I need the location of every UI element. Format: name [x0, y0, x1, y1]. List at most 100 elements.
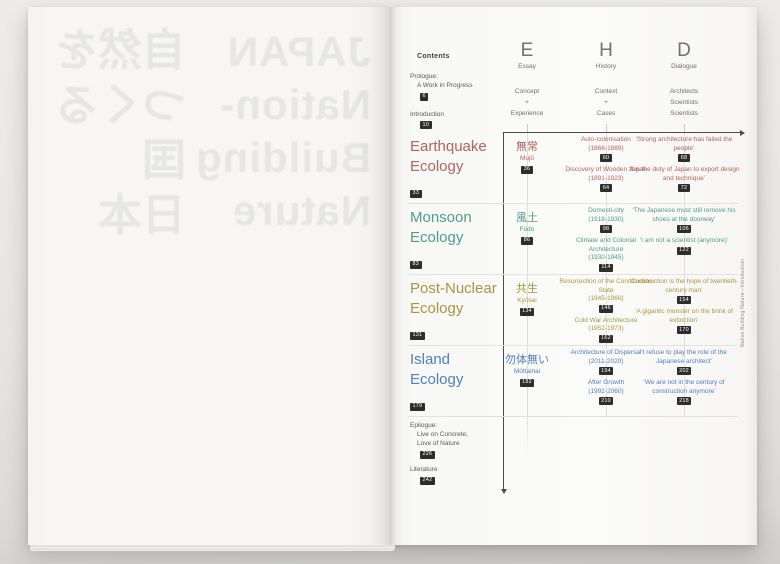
- page-badge: 64: [600, 184, 612, 192]
- ghost-line: 国: [142, 136, 186, 185]
- entry-text: ‘A gigantic monster on the brink of exti…: [635, 308, 733, 324]
- grid-column-line-fade: [527, 416, 528, 456]
- row-separator: [408, 345, 738, 346]
- column-letter: D: [677, 40, 691, 61]
- dialogue-entry: ‘A gigantic monster on the brink of exti…: [627, 308, 741, 334]
- page-badge: 202: [676, 367, 692, 375]
- title-line: Ecology: [410, 157, 464, 175]
- subtitle-line: Architects: [669, 88, 699, 95]
- history-entry: Domesti-city (1918-1930) 98: [558, 207, 654, 233]
- essay-cell: 共生 Kyōsei 134: [497, 282, 557, 316]
- page-badge: 86: [521, 236, 533, 245]
- running-header-vertical: Nation Building Nature—Introduction: [740, 258, 746, 347]
- column-name: History: [595, 63, 617, 70]
- entry-text: Resurrection of the Construction State: [559, 278, 653, 294]
- page-badge: 210: [598, 397, 614, 405]
- front-matter: Prologue: A Work in Progress 6 Introduct…: [410, 72, 473, 132]
- plus-sign: +: [604, 99, 608, 106]
- ghost-line: Nation-: [219, 81, 371, 128]
- history-cell: Auto-colonisation (1868-1889) 60 Discove…: [558, 136, 654, 196]
- arrow-right-icon: [740, 129, 745, 136]
- ghost-line: Building: [195, 134, 371, 181]
- page-badge: 36: [521, 165, 533, 174]
- title-line: Monsoon: [410, 209, 472, 226]
- title-line: Ecology: [410, 228, 464, 246]
- title-line: Earthquake: [410, 138, 487, 155]
- dialogue-entry: ‘We are not in the century of constructi…: [627, 379, 741, 405]
- dialogue-entry: ‘Strong architecture has failed the peop…: [627, 136, 741, 162]
- page-badge: 194: [598, 367, 614, 375]
- page-badge: 218: [676, 397, 692, 405]
- entry-text: Discovery of Wooden Japan: [565, 166, 647, 173]
- entry-text: ‘I refuse to play the role of the Japane…: [641, 349, 727, 365]
- page-stack-edges: [30, 544, 395, 551]
- row-separator: [408, 203, 738, 204]
- dialogue-entry: ‘Construction is the hope of twentieth-c…: [627, 278, 741, 304]
- entry-text: ‘Construction is the hope of twentieth-c…: [629, 278, 739, 294]
- essay-cell: 風土 Fūdo 86: [497, 211, 557, 245]
- entry-text: ‘We are not in the century of constructi…: [643, 379, 725, 395]
- ghost-line: 自然を: [54, 26, 186, 75]
- page-badge: 170: [676, 326, 692, 334]
- subtitle-line: Scientists: [670, 110, 698, 117]
- essay-kanji: 風土: [516, 211, 538, 224]
- essay-cell: 勿体無い Mottainai 182: [497, 353, 557, 387]
- row-post-nuclear-ecology: Post-Nuclear Ecology 131 共生 Kyōsei 134 R…: [391, 274, 757, 345]
- row-earthquake-ecology: Earthquake Ecology 33 無常 Mujō 36 Auto-co…: [391, 132, 757, 203]
- entry-text: ‘The Japanese must still remove his shoe…: [632, 207, 736, 223]
- page-badge: 106: [676, 225, 692, 233]
- entry-years: (1930-1945): [588, 254, 624, 261]
- prologue-title: A Work in Progress: [417, 82, 473, 89]
- history-entry: Cold War Architecture (1952-1973) 162: [558, 317, 654, 343]
- introduction-label: Introduction: [410, 110, 444, 118]
- ghost-line: 日本: [98, 191, 186, 240]
- page-badge: 162: [598, 334, 614, 343]
- row-monsoon-ecology: Monsoon Ecology 83 風土 Fūdo 86 Domesti-ci…: [391, 203, 757, 274]
- column-header-history: H History Context + Cases: [561, 40, 651, 119]
- page-badge: 83: [410, 260, 422, 269]
- left-page: JAPAN Nation- Building Nature 自然を つくる 国 …: [28, 7, 391, 545]
- entry-text: ‘I am not a scientist (anymore)’: [639, 237, 729, 244]
- entry-years: (1868-1889): [588, 144, 624, 152]
- entry-text: After Growth: [587, 379, 625, 386]
- entry-text: Domesti-city: [588, 207, 624, 214]
- plus-sign: +: [525, 99, 529, 106]
- column-letter: E: [520, 40, 534, 61]
- epilogue-block: Epilogue: Live on Concrete, Love of Natu…: [410, 421, 468, 462]
- page-badge: 122: [676, 246, 692, 255]
- show-through-text: JAPAN Nation- Building Nature 自然を つくる 国 …: [28, 7, 391, 545]
- contents-heading: Contents: [417, 53, 450, 60]
- history-entry: Architecture of Dispersal (2011-2020) 19…: [558, 349, 654, 375]
- column-letter: H: [599, 40, 613, 61]
- ghost-title-japanese: 自然を つくる 国 日本: [54, 23, 186, 243]
- page-badge: 182: [519, 378, 535, 387]
- row-separator: [408, 274, 738, 275]
- literature-label: Literature: [410, 466, 438, 473]
- page-badge: 6: [420, 92, 429, 101]
- chapter-title: Post-Nuclear Ecology 131: [410, 279, 497, 342]
- literature-block: Literature 242: [410, 465, 437, 488]
- dialogue-cell: ‘I refuse to play the role of the Japane…: [627, 349, 741, 409]
- dialogue-entry: ‘I refuse to play the role of the Japane…: [627, 349, 741, 375]
- entry-text: ‘It is the duty of Japan to export desig…: [628, 166, 740, 182]
- ghost-line: JAPAN: [226, 28, 371, 75]
- subtitle-line: Concept: [514, 88, 540, 95]
- subtitle-line: Context: [594, 88, 618, 95]
- history-cell: Resurrection of the Construction State (…: [558, 278, 654, 347]
- book-spread: JAPAN Nation- Building Nature 自然を つくる 国 …: [28, 7, 757, 551]
- subtitle-line: Experience: [510, 110, 544, 117]
- dialogue-cell: ‘The Japanese must still remove his shoe…: [627, 207, 741, 259]
- ghost-title-english: JAPAN Nation- Building Nature: [195, 25, 371, 237]
- page-badge: 10: [420, 121, 432, 129]
- title-line: Ecology: [410, 299, 464, 317]
- history-entry: Climate and Colonial Architecture (1930-…: [558, 237, 654, 272]
- row-island-ecology: Island Ecology 179 勿体無い Mottainai 182 Ar…: [391, 345, 757, 416]
- title-line: Ecology: [410, 370, 464, 388]
- page-badge: 72: [678, 184, 690, 192]
- entry-years: (1992-2060): [588, 387, 624, 395]
- essay-romaji: Kyōsei: [517, 297, 537, 304]
- page-badge: 114: [598, 263, 614, 272]
- prologue-label: Prologue:: [410, 73, 438, 80]
- entry-years: (1945-1960): [588, 295, 624, 302]
